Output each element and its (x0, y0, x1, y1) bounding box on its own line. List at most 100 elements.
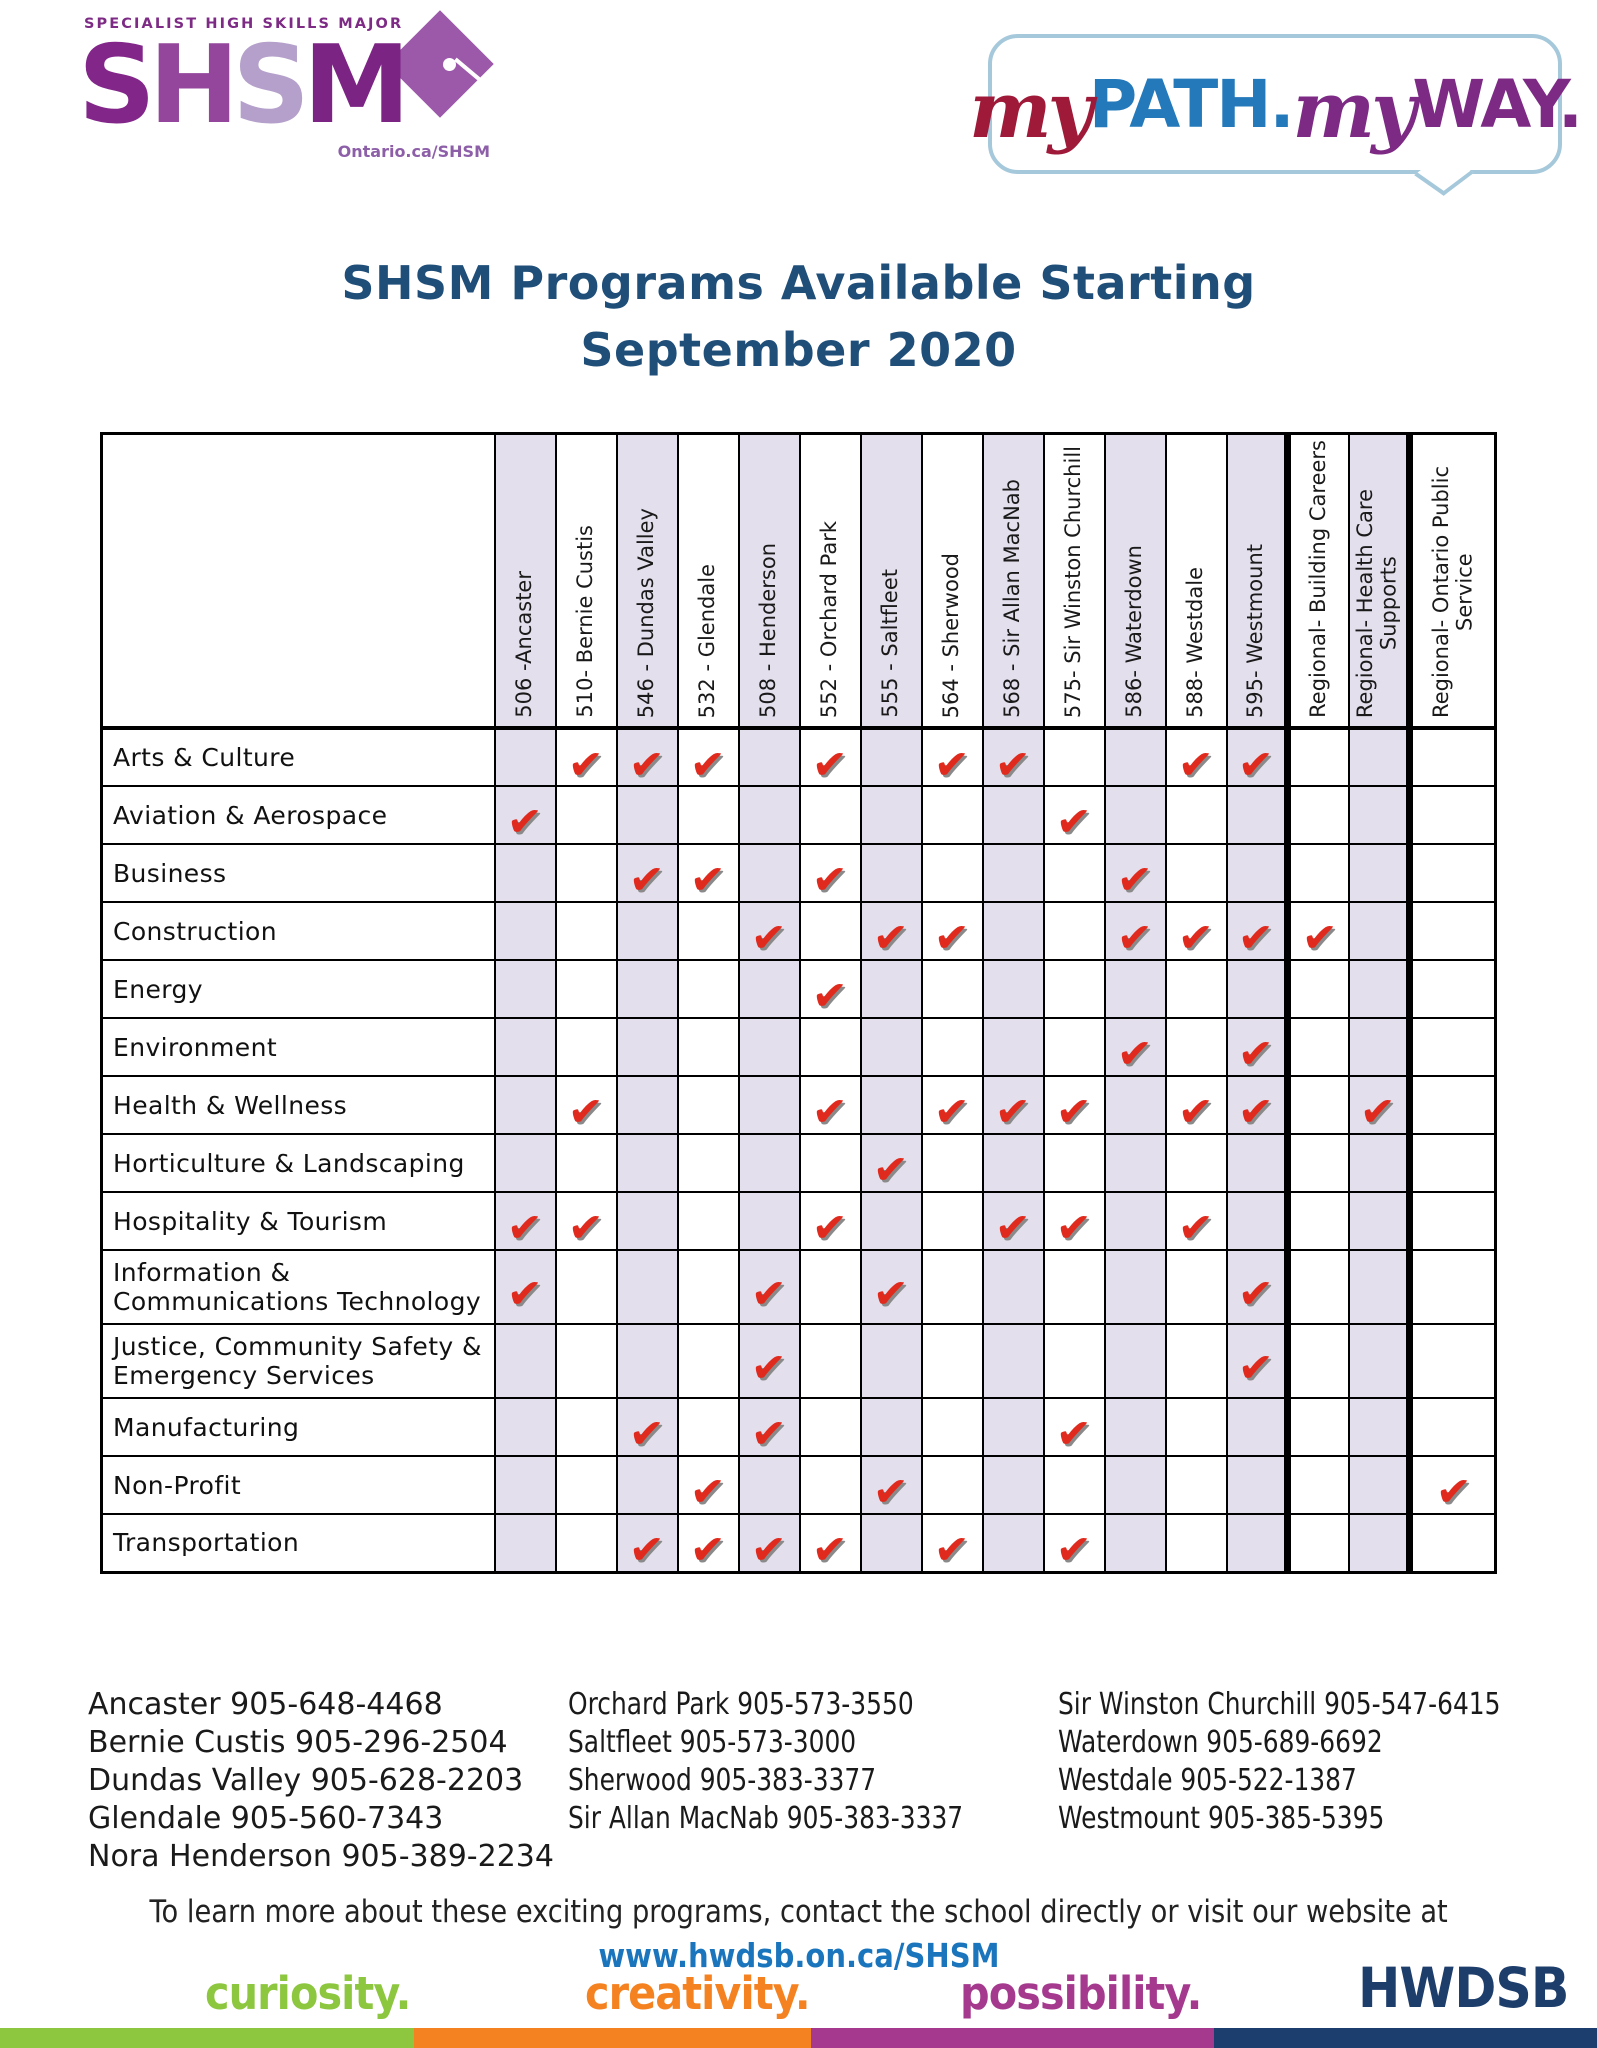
matrix-cell (1284, 1075, 1350, 1135)
school-column-label: 508 - Henderson (756, 542, 781, 718)
matrix-cell (1284, 785, 1350, 845)
matrix-cell (1284, 959, 1350, 1019)
matrix-cell (981, 959, 1045, 1019)
matrix-cell (1406, 1323, 1497, 1399)
checkmark-icon: ✔ (628, 1523, 666, 1575)
matrix-cell (1103, 1397, 1167, 1457)
checkmark-icon: ✔ (1116, 854, 1154, 905)
matrix-cell (554, 959, 618, 1019)
matrix-cell (676, 959, 740, 1019)
matrix-cell: ✔ (1042, 785, 1106, 847)
matrix-cell (920, 1133, 984, 1193)
contact-line: Orchard Park 905-573-3550 (568, 1687, 914, 1722)
checkmark-icon: ✔ (872, 1466, 910, 1517)
matrix-cell: ✔ (737, 1323, 801, 1399)
matrix-cell (676, 1397, 740, 1457)
school-column-label: 564 - Sherwood (939, 552, 964, 718)
checkmark-icon: ✔ (506, 1202, 544, 1253)
matrix-cell (1406, 1075, 1497, 1135)
program-label: Aviation & Aerospace (100, 785, 496, 845)
matrix-cell (1347, 1513, 1411, 1573)
contact-line: Sir Winston Churchill 905-547-6415 (1058, 1687, 1501, 1722)
matrix-cell (1042, 1249, 1106, 1325)
color-bar-segment (0, 2028, 414, 2048)
matrix-cell (1284, 1323, 1350, 1399)
contact-line: Sherwood 905-383-3377 (568, 1763, 877, 1799)
matrix-cell (493, 1323, 557, 1399)
table-corner-cell (100, 432, 496, 730)
checkmark-icon: ✔ (567, 1202, 605, 1253)
school-column-header: Regional- Building Careers (1284, 432, 1350, 730)
matrix-cell: ✔ (920, 1513, 984, 1575)
matrix-cell (554, 1323, 618, 1399)
matrix-cell (676, 1075, 740, 1135)
matrix-cell: ✔ (1225, 727, 1289, 789)
matrix-cell (1042, 901, 1106, 961)
checkmark-icon: ✔ (1236, 912, 1275, 963)
matrix-cell (1347, 1455, 1411, 1515)
matrix-cell (493, 727, 557, 787)
matrix-cell (1164, 1513, 1228, 1573)
contact-line: Glendale 905-560-7343 (88, 1801, 444, 1837)
matrix-cell (676, 1249, 740, 1325)
shsm-wordmark: SHSM (78, 10, 508, 140)
matrix-cell (1164, 1455, 1228, 1515)
page-title-line1: SHSM Programs Available Starting (341, 256, 1256, 310)
color-bar-segment (811, 2028, 1214, 2048)
matrix-cell: ✔ (1164, 1191, 1228, 1253)
program-row: Manufacturing ✔ ✔ ✔ (100, 1397, 1497, 1459)
matrix-cell (1347, 785, 1411, 845)
checkmark-icon: ✔ (628, 738, 666, 790)
matrix-cell (1406, 1513, 1497, 1573)
school-column-header: Regional- Ontario Public Service (1406, 432, 1497, 730)
programs-table: 506 -Ancaster 510- Bernie Custis 546 - Dun… (100, 432, 1497, 1575)
matrix-cell (859, 785, 923, 845)
program-row: Justice, Community Safety & Emergency Se… (100, 1323, 1497, 1399)
matrix-cell (981, 1249, 1045, 1325)
matrix-cell (1042, 843, 1106, 903)
matrix-cell: ✔ (615, 1513, 679, 1575)
program-label: Arts & Culture (100, 727, 496, 787)
matrix-cell: ✔ (798, 1513, 862, 1575)
matrix-cell: ✔ (981, 1075, 1045, 1137)
school-column-label: 510- Bernie Custis (573, 525, 598, 718)
matrix-cell (1406, 1191, 1497, 1251)
checkmark-icon: ✔ (872, 912, 910, 963)
matrix-cell (981, 1513, 1045, 1573)
matrix-cell (1284, 1249, 1350, 1325)
matrix-cell: ✔ (920, 1075, 984, 1137)
contact-line: Waterdown 905-689-6692 (1058, 1725, 1383, 1761)
matrix-cell (798, 1249, 862, 1325)
school-column-label: Regional- Ontario Public Service (1428, 466, 1477, 718)
program-row: Aviation & Aerospace ✔ ✔ (100, 785, 1497, 847)
checkmark-icon: ✔ (689, 1523, 727, 1575)
matrix-cell (798, 785, 862, 845)
checkmark-icon: ✔ (750, 912, 788, 963)
matrix-cell: ✔ (1103, 1017, 1167, 1079)
matrix-cell (859, 1323, 923, 1399)
matrix-cell (676, 1133, 740, 1193)
matrix-cell (798, 1455, 862, 1515)
school-column-header: 508 - Henderson (737, 432, 801, 730)
matrix-cell (859, 1017, 923, 1077)
website-link[interactable]: www.hwdsb.on.ca/SHSM (597, 1936, 1000, 1975)
school-column-label: 532 - Glendale (695, 563, 720, 718)
school-column-label: 575- Sir Winston Churchill (1061, 445, 1086, 718)
matrix-cell: ✔ (798, 959, 862, 1021)
matrix-cell: ✔ (1284, 901, 1350, 963)
matrix-cell: ✔ (1042, 1191, 1106, 1253)
matrix-cell: ✔ (554, 727, 618, 789)
color-bar-segment (413, 2028, 812, 2048)
checkmark-icon: ✔ (1116, 912, 1154, 963)
mypath-path: PATH. (1088, 65, 1295, 143)
checkmark-icon: ✔ (811, 1086, 849, 1137)
matrix-cell (676, 785, 740, 845)
matrix-cell (1164, 1249, 1228, 1325)
checkmark-icon: ✔ (1236, 1342, 1275, 1393)
matrix-cell (1406, 785, 1497, 845)
matrix-cell (1225, 785, 1289, 845)
mypath-way: WAY. (1412, 65, 1583, 143)
checkmark-icon: ✔ (933, 738, 971, 790)
checkmark-icon: ✔ (1177, 1202, 1215, 1253)
matrix-cell (1284, 1133, 1350, 1193)
